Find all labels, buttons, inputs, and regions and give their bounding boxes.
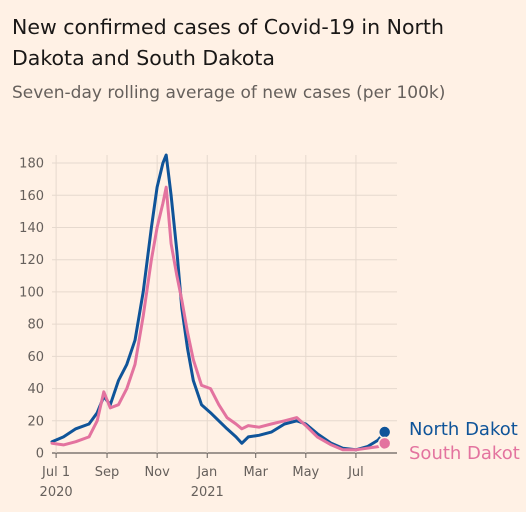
y-tick-label: 0 xyxy=(36,447,44,462)
x-tick-label: May xyxy=(292,465,319,480)
x-tick-label: Jan xyxy=(196,465,217,480)
y-tick-label: 120 xyxy=(19,253,44,268)
series-line-north-dakota xyxy=(50,153,387,452)
x-tick-label: Nov xyxy=(144,465,170,480)
legend-label-north-dakota: North Dakot xyxy=(409,419,518,440)
series-lines xyxy=(50,153,387,452)
y-tick-label: 140 xyxy=(19,221,44,236)
legend: North Dakot South Dakot xyxy=(377,419,520,464)
axes: 0 20 40 60 80 100 120 140 160 180 Jul 1 2020 Sep Nov J… xyxy=(19,157,364,500)
y-tick-label: 60 xyxy=(27,350,44,365)
x-tick-sublabel: 2020 xyxy=(40,485,73,500)
x-tick-label: Sep xyxy=(95,465,120,480)
series-end-marker xyxy=(377,425,392,439)
x-tick-label: Jul xyxy=(347,465,364,480)
y-tick-label: 100 xyxy=(19,285,44,300)
series-line-south-dakota xyxy=(50,185,387,452)
y-tick-label: 160 xyxy=(19,189,44,204)
chart-title: New confirmed cases of Covid-19 in North… xyxy=(12,15,444,70)
y-tick-label: 40 xyxy=(27,382,44,397)
x-tick-label: Mar xyxy=(243,465,268,480)
series-end-marker xyxy=(377,436,392,451)
y-tick-label: 80 xyxy=(27,318,44,333)
chart-subtitle: Seven-day rolling average of new cases (… xyxy=(12,83,446,103)
legend-label-south-dakota: South Dakot xyxy=(409,443,520,464)
y-tick-label: 20 xyxy=(27,414,44,429)
y-tick-label: 180 xyxy=(19,157,44,172)
x-tick-label: Jul 1 xyxy=(41,465,70,480)
x-tick-sublabel: 2021 xyxy=(191,485,224,500)
grid xyxy=(52,155,397,454)
